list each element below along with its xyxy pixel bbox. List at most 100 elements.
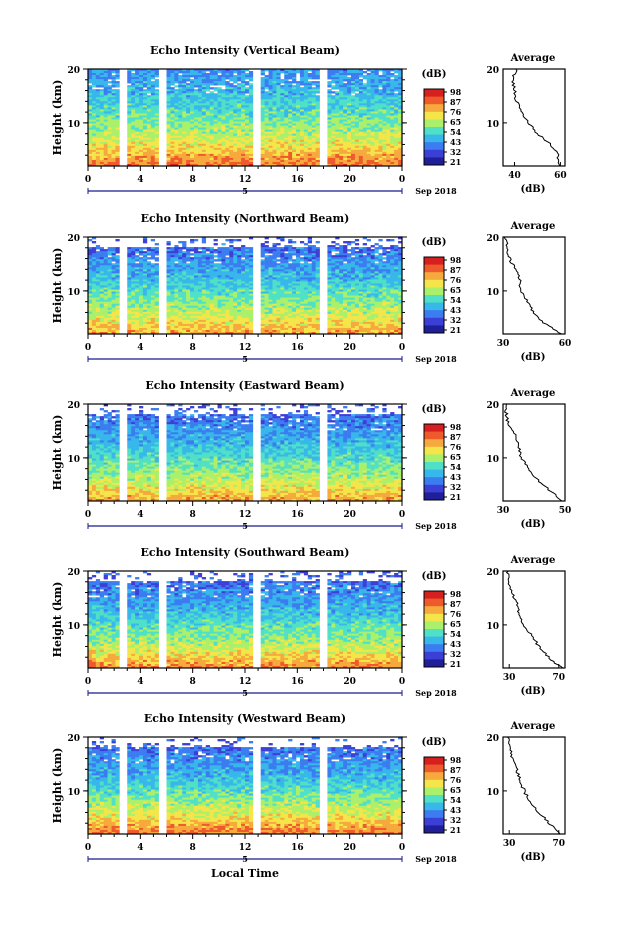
heatmap-cell (241, 149, 246, 153)
heatmap-cell (315, 129, 320, 132)
heatmap-cell (398, 81, 403, 84)
heatmap-cell (280, 97, 285, 100)
heatmap-cell (190, 151, 195, 155)
heatmap-cell (237, 239, 242, 242)
heatmap-cell (315, 107, 320, 110)
heatmap-cell (209, 259, 214, 262)
heatmap-cell (296, 87, 301, 90)
heatmap-cell (268, 105, 273, 108)
heatmap-cell (276, 111, 281, 114)
heatmap-cell (103, 249, 108, 252)
heatmap-cell (88, 271, 93, 274)
heatmap-cell (394, 101, 399, 104)
heatmap-cell (335, 243, 340, 246)
heatmap-cell (209, 125, 214, 128)
heatmap-cell (103, 133, 108, 136)
heatmap-cell (382, 69, 387, 72)
heatmap-cell (339, 277, 344, 280)
heatmap-cell (347, 285, 352, 288)
heatmap-cell (362, 111, 367, 114)
heatmap-cell (229, 109, 234, 112)
heatmap-cell (95, 271, 101, 274)
heatmap-cell (103, 83, 108, 86)
heatmap-cell (268, 69, 273, 72)
heatmap-cell (186, 107, 191, 110)
heatmap-cell (280, 107, 285, 110)
heatmap-cell (103, 121, 108, 124)
heatmap-cell (193, 109, 199, 112)
heatmap-cell (229, 151, 234, 155)
heatmap-cell (241, 161, 246, 165)
heatmap-cell (178, 259, 183, 262)
heatmap-cell (311, 161, 316, 165)
heatmap-cell (150, 129, 156, 132)
heatmap-cell (264, 109, 269, 112)
heatmap-cell (272, 83, 277, 86)
heatmap-cell (193, 117, 199, 120)
heatmap-cell (182, 93, 187, 96)
heatmap-cell (350, 73, 356, 76)
heatmap-cell (288, 113, 293, 116)
heatmap-cell (95, 133, 101, 136)
heatmap-cell (303, 247, 309, 250)
heatmap-cell (146, 103, 152, 106)
heatmap-cell (347, 135, 352, 139)
heatmap-cell (303, 129, 309, 132)
heatmap-cell (225, 75, 230, 78)
heatmap-cell (95, 95, 101, 98)
heatmap-cell (131, 255, 136, 258)
heatmap-cell (115, 109, 120, 112)
heatmap-cell (303, 255, 309, 258)
heatmap-cell (146, 251, 152, 254)
heatmap-cell (135, 279, 140, 282)
heatmap-cell (229, 69, 234, 72)
heatmap-cell (327, 93, 332, 96)
heatmap-cell (350, 247, 356, 250)
heatmap-cell (95, 147, 101, 151)
heatmap-cell (307, 245, 313, 248)
heatmap-cell (197, 149, 203, 153)
heatmap-cell (331, 117, 336, 120)
heatmap-cell (135, 73, 140, 76)
heatmap-cell (315, 99, 320, 102)
heatmap-cell (146, 97, 152, 100)
heatmap-cell (166, 279, 171, 282)
heatmap-cell (347, 283, 352, 286)
heatmap-cell (190, 239, 195, 242)
heatmap-cell (378, 275, 383, 278)
heatmap-cell (378, 107, 383, 110)
heatmap-cell (115, 103, 120, 106)
heatmap-cell (264, 77, 269, 80)
heatmap-cell (288, 103, 293, 106)
heatmap-cell (245, 125, 250, 128)
heatmap-cell (339, 129, 344, 132)
heatmap-cell (374, 281, 379, 284)
heatmap-cell (111, 97, 116, 100)
heatmap-cell (296, 273, 301, 276)
heatmap-cell (311, 99, 316, 102)
heatmap-cell (288, 241, 293, 244)
heatmap-cell (390, 121, 395, 124)
heatmap-cell (233, 111, 238, 114)
heatmap-cell (280, 267, 285, 270)
heatmap-cell (221, 163, 226, 167)
heatmap-cell (390, 273, 395, 276)
heatmap-cell (303, 131, 309, 134)
heatmap-cell (303, 91, 309, 94)
heatmap-cell (260, 273, 265, 276)
heatmap-cell (237, 163, 242, 167)
heatmap-cell (111, 251, 116, 254)
heatmap-cell (166, 69, 171, 72)
heatmap-cell (276, 137, 281, 141)
heatmap-cell (221, 283, 226, 286)
heatmap-cell (347, 121, 352, 124)
heatmap-cell (103, 125, 108, 128)
heatmap-cell (370, 97, 375, 100)
heatmap-cell (139, 287, 144, 290)
heatmap-cell (103, 273, 108, 276)
heatmap-cell (241, 151, 246, 155)
heatmap-cell (366, 141, 371, 145)
heatmap-cell (135, 111, 140, 114)
heatmap-cell (339, 83, 344, 86)
heatmap-cell (225, 281, 230, 284)
